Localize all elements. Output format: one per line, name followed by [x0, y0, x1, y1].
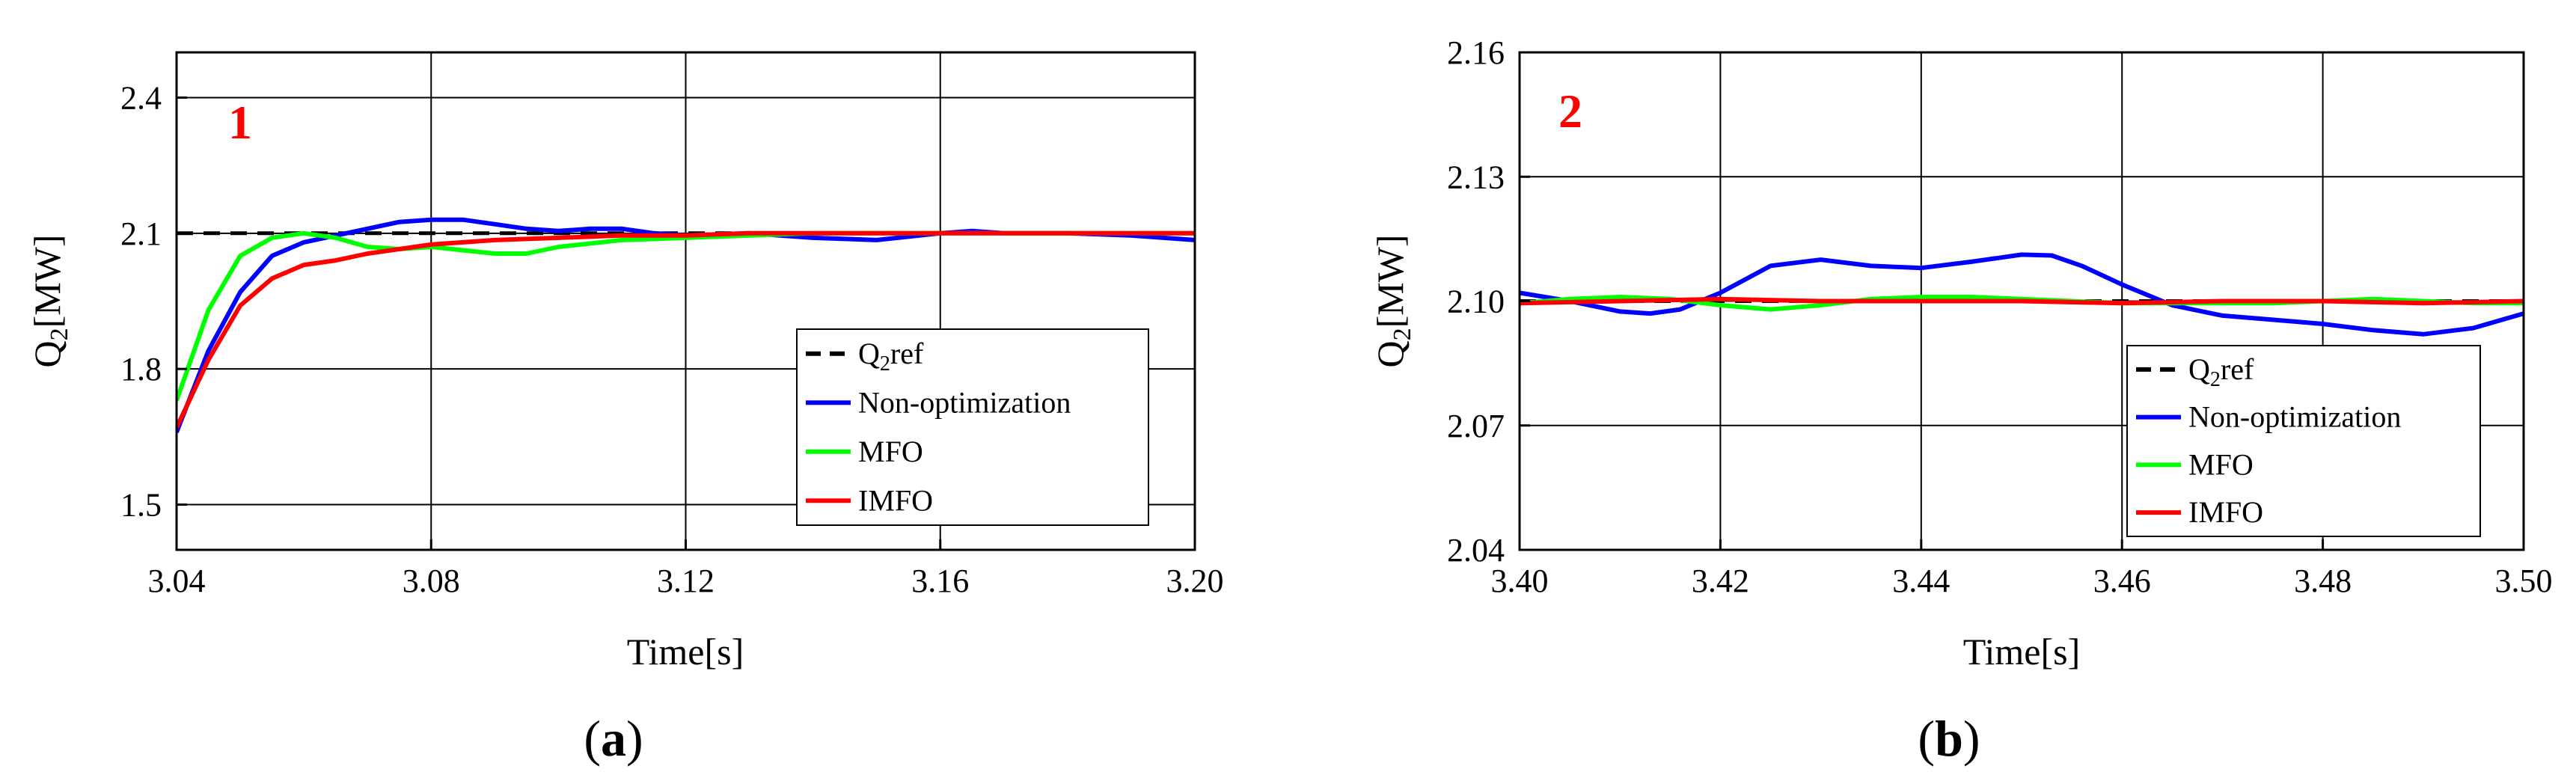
legend-label-non_opt: Non-optimization	[2188, 400, 2401, 434]
panel-marker-number: 1	[228, 96, 252, 149]
y-axis-label-unit: [MW]	[26, 234, 68, 328]
x-tick-label: 3.08	[403, 563, 460, 599]
y-tick-label: 2.04	[1447, 532, 1505, 569]
y-axis-label-unit: [MW]	[1369, 234, 1411, 328]
legend-ref-suffix: ref	[890, 337, 924, 370]
panel-label-open: (	[584, 710, 601, 767]
y-axis-label-subscript: 2	[1389, 328, 1416, 340]
legend-label-non_opt: Non-optimization	[858, 385, 1071, 419]
panel-label: (a)	[584, 710, 643, 767]
legend-label-ref: Q2ref	[858, 337, 924, 376]
chart-panel-b: 3.40 3.42 3.44 3.46 3.48 3.50 2.04 2.07 2.10 2.13…	[1369, 34, 2553, 767]
series-line-imfo	[177, 230, 1195, 429]
y-tick-label: 1.5	[120, 487, 162, 524]
x-tick-label: 3.40	[1491, 563, 1549, 599]
legend: Q2ref Non-optimization MFO IMFO	[2126, 345, 2481, 537]
x-tick-label: 3.48	[2294, 563, 2352, 599]
x-tick-label: 3.04	[148, 563, 206, 599]
panel-marker-number: 2	[1558, 85, 1582, 138]
x-tick-label: 3.20	[1166, 563, 1224, 599]
legend-ref-base: Q	[858, 337, 880, 370]
x-tick-label: 3.46	[2093, 563, 2151, 599]
legend: Q2ref Non-optimization MFO IMFO	[796, 328, 1149, 526]
legend-label-mfo: MFO	[2188, 447, 2254, 481]
y-axis-label: Q2[MW]	[26, 234, 73, 367]
x-tick-label: 3.50	[2495, 563, 2553, 599]
legend-ref-base: Q	[2188, 352, 2210, 386]
panel-label-close: )	[626, 710, 643, 767]
x-tick-label: 3.44	[1892, 563, 1950, 599]
panel-label-letter: b	[1935, 710, 1963, 767]
legend-label-imfo: IMFO	[858, 483, 933, 517]
series-line-imfo	[1520, 296, 2524, 306]
panel-label: (b)	[1918, 710, 1980, 767]
legend-ref-subscript: 2	[2210, 368, 2221, 391]
x-axis-label: Time[s]	[627, 631, 744, 673]
y-axis-label: Q2[MW]	[1369, 234, 1416, 367]
y-axis-label-base: Q	[26, 340, 68, 367]
y-tick-label: 2.16	[1447, 34, 1505, 71]
panel-label-close: )	[1963, 710, 1980, 767]
legend-box	[796, 328, 1149, 526]
y-axis-label-subscript: 2	[46, 328, 73, 340]
legend-ref-subscript: 2	[880, 352, 890, 376]
x-tick-label: 3.12	[657, 563, 715, 599]
y-axis-label-base: Q	[1369, 340, 1411, 367]
y-tick-label: 2.4	[120, 79, 162, 116]
series-line-non_opt	[1520, 252, 2524, 337]
x-axis-label: Time[s]	[1963, 631, 2081, 673]
y-tick-label: 2.1	[120, 215, 162, 252]
panel-label-letter: a	[601, 710, 626, 767]
y-tick-label: 1.8	[120, 351, 162, 388]
x-tick-label: 3.16	[911, 563, 969, 599]
chart-panel-a: 3.04 3.08 3.12 3.16 3.201.51.82.12.4Q2[MW]Ti…	[26, 51, 1224, 767]
x-tick-label: 3.42	[1692, 563, 1749, 599]
legend-box	[2126, 345, 2481, 537]
panel-label-open: (	[1918, 710, 1935, 767]
y-tick-label: 2.13	[1447, 159, 1505, 195]
y-tick-label: 2.10	[1447, 284, 1505, 320]
y-tick-label: 2.07	[1447, 408, 1505, 444]
legend-label-imfo: IMFO	[2188, 495, 2263, 529]
legend-ref-suffix: ref	[2221, 352, 2254, 386]
legend-label-ref: Q2ref	[2188, 352, 2254, 391]
legend-label-mfo: MFO	[858, 435, 923, 468]
